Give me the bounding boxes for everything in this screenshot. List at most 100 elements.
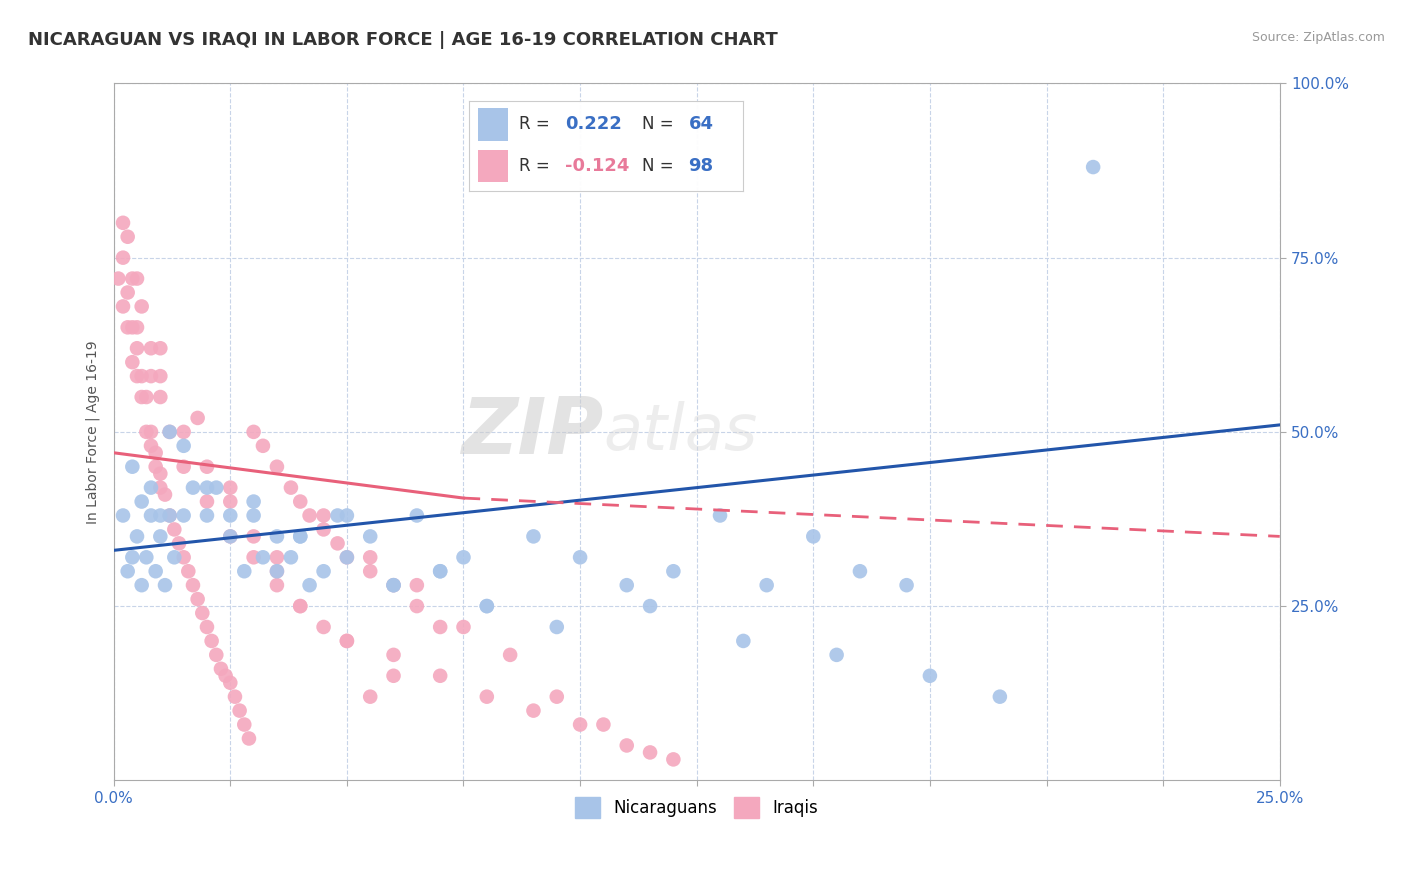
Point: [755, 578, 778, 592]
Point: [242, 425, 264, 439]
Point: [187, 592, 209, 607]
Point: [616, 739, 638, 753]
Point: [1081, 160, 1104, 174]
Point: [139, 425, 162, 439]
Point: [290, 599, 312, 613]
Point: [149, 508, 172, 523]
Point: [121, 550, 143, 565]
Point: [733, 634, 755, 648]
Point: [569, 550, 592, 565]
Point: [173, 425, 195, 439]
Point: [546, 620, 568, 634]
Point: [149, 341, 172, 355]
Point: [382, 578, 405, 592]
Point: [522, 704, 544, 718]
Point: [290, 529, 312, 543]
Point: [121, 355, 143, 369]
Point: [638, 599, 661, 613]
Point: [219, 481, 242, 495]
Point: [131, 390, 153, 404]
Point: [266, 578, 288, 592]
Point: [125, 341, 148, 355]
Point: [117, 229, 139, 244]
Point: [359, 690, 381, 704]
Point: [149, 369, 172, 384]
Point: [187, 411, 209, 425]
Point: [149, 529, 172, 543]
Point: [131, 300, 153, 314]
Point: [280, 550, 302, 565]
Point: [522, 529, 544, 543]
Point: [125, 369, 148, 384]
Point: [159, 425, 181, 439]
Point: [131, 369, 153, 384]
Point: [163, 550, 186, 565]
Point: [214, 669, 236, 683]
Point: [382, 578, 405, 592]
Point: [139, 508, 162, 523]
Text: ZIP: ZIP: [461, 394, 603, 470]
Point: [312, 508, 335, 523]
Y-axis label: In Labor Force | Age 16-19: In Labor Force | Age 16-19: [86, 340, 100, 524]
Point: [290, 529, 312, 543]
Point: [359, 529, 381, 543]
Point: [336, 508, 359, 523]
Point: [405, 599, 427, 613]
Point: [181, 481, 204, 495]
Point: [405, 508, 427, 523]
Point: [475, 599, 498, 613]
Point: [242, 508, 264, 523]
Point: [121, 459, 143, 474]
Point: [988, 690, 1011, 704]
Point: [125, 271, 148, 285]
Text: NICARAGUAN VS IRAQI IN LABOR FORCE | AGE 16-19 CORRELATION CHART: NICARAGUAN VS IRAQI IN LABOR FORCE | AGE…: [28, 31, 778, 49]
Point: [233, 564, 256, 578]
Point: [135, 550, 157, 565]
Point: [228, 704, 250, 718]
Point: [475, 599, 498, 613]
Point: [191, 606, 214, 620]
Point: [336, 634, 359, 648]
Point: [405, 578, 427, 592]
Point: [312, 523, 335, 537]
Point: [233, 717, 256, 731]
Point: [111, 300, 134, 314]
Point: [195, 494, 218, 508]
Point: [163, 523, 186, 537]
Point: [173, 550, 195, 565]
Point: [359, 550, 381, 565]
Point: [177, 564, 200, 578]
Point: [173, 508, 195, 523]
Point: [107, 271, 129, 285]
Point: [252, 550, 274, 565]
Point: [149, 390, 172, 404]
Point: [209, 662, 232, 676]
Point: [336, 634, 359, 648]
Point: [825, 648, 848, 662]
Point: [117, 320, 139, 334]
Point: [205, 481, 228, 495]
Point: [121, 320, 143, 334]
Point: [475, 690, 498, 704]
Point: [592, 717, 614, 731]
Point: [219, 508, 242, 523]
Point: [359, 564, 381, 578]
Point: [266, 564, 288, 578]
Point: [135, 390, 157, 404]
Point: [173, 439, 195, 453]
Point: [298, 578, 321, 592]
Text: atlas: atlas: [603, 401, 758, 463]
Point: [195, 459, 218, 474]
Point: [238, 731, 260, 746]
Point: [195, 620, 218, 634]
Point: [159, 425, 181, 439]
Point: [205, 648, 228, 662]
Point: [290, 494, 312, 508]
Point: [266, 459, 288, 474]
Point: [121, 271, 143, 285]
Point: [382, 578, 405, 592]
Point: [219, 675, 242, 690]
Point: [181, 578, 204, 592]
Legend: Nicaraguans, Iraqis: Nicaraguans, Iraqis: [568, 790, 825, 824]
Point: [896, 578, 918, 592]
